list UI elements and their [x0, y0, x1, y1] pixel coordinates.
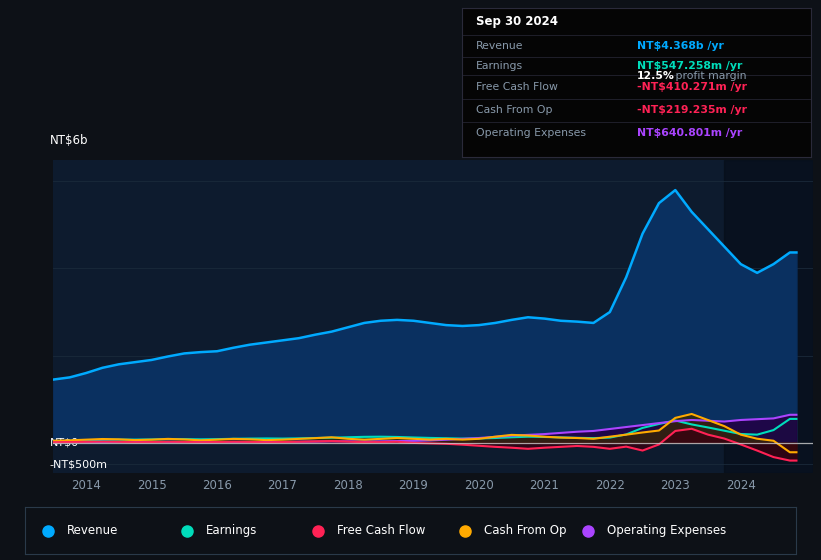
Text: NT$0: NT$0 — [49, 438, 79, 447]
Text: Free Cash Flow: Free Cash Flow — [476, 82, 558, 92]
Text: Revenue: Revenue — [476, 41, 524, 52]
Text: NT$547.258m /yr: NT$547.258m /yr — [637, 60, 742, 71]
Bar — [724, 160, 813, 473]
Text: Operating Expenses: Operating Expenses — [608, 524, 727, 537]
Text: NT$640.801m /yr: NT$640.801m /yr — [637, 128, 742, 138]
Text: NT$6b: NT$6b — [49, 134, 88, 147]
Text: Revenue: Revenue — [67, 524, 118, 537]
Text: -NT$410.271m /yr: -NT$410.271m /yr — [637, 82, 746, 92]
Text: NT$4.368b /yr: NT$4.368b /yr — [637, 41, 723, 52]
Text: -NT$500m: -NT$500m — [49, 460, 108, 469]
Text: Earnings: Earnings — [476, 60, 523, 71]
Text: 12.5%: 12.5% — [637, 71, 675, 81]
Text: Cash From Op: Cash From Op — [484, 524, 566, 537]
Text: Sep 30 2024: Sep 30 2024 — [476, 15, 558, 28]
Text: -NT$219.235m /yr: -NT$219.235m /yr — [637, 105, 746, 115]
Text: Free Cash Flow: Free Cash Flow — [337, 524, 425, 537]
Text: profit margin: profit margin — [672, 71, 746, 81]
Text: Earnings: Earnings — [206, 524, 257, 537]
Text: Operating Expenses: Operating Expenses — [476, 128, 586, 138]
Text: Cash From Op: Cash From Op — [476, 105, 553, 115]
